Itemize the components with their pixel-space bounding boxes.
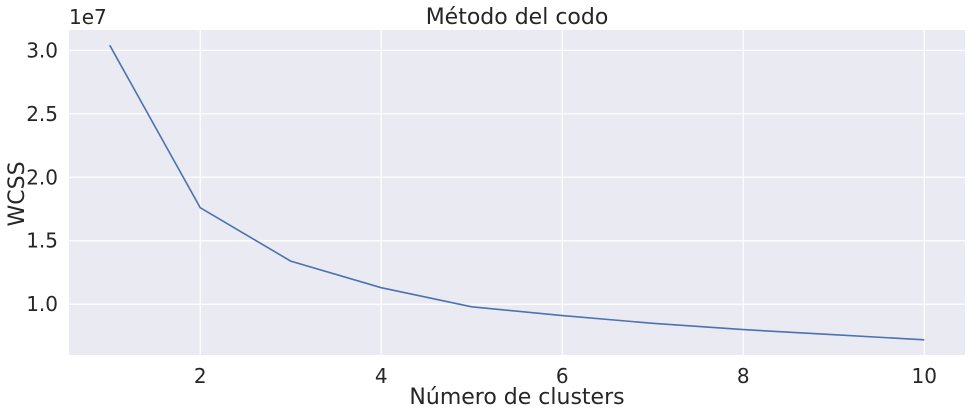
y-tick-labels: 1.0 1.5 2.0 2.5 3.0: [26, 38, 58, 316]
y-tick-label: 2.5: [26, 102, 58, 126]
y-gridlines: [69, 49, 965, 305]
chart-title: Método del codo: [426, 5, 609, 30]
x-tick-label: 2: [194, 364, 207, 388]
x-tick-labels: 2 4 6 8 10: [194, 364, 937, 388]
x-gridlines: [199, 30, 925, 355]
y-tick-label: 3.0: [26, 38, 58, 62]
y-offset-label: 1e7: [69, 5, 107, 29]
x-tick-label: 10: [912, 364, 937, 388]
x-tick-label: 8: [737, 364, 750, 388]
y-tick-label: 1.5: [26, 229, 58, 253]
x-axis-label: Número de clusters: [409, 385, 624, 410]
y-tick-label: 2.0: [26, 165, 58, 189]
x-tick-label: 6: [556, 364, 569, 388]
y-axis-label: WCSS: [5, 161, 30, 226]
y-tick-label: 1.0: [26, 292, 58, 316]
x-tick-label: 4: [375, 364, 388, 388]
plot-area: [69, 30, 965, 355]
wcss-line: [109, 44, 925, 341]
